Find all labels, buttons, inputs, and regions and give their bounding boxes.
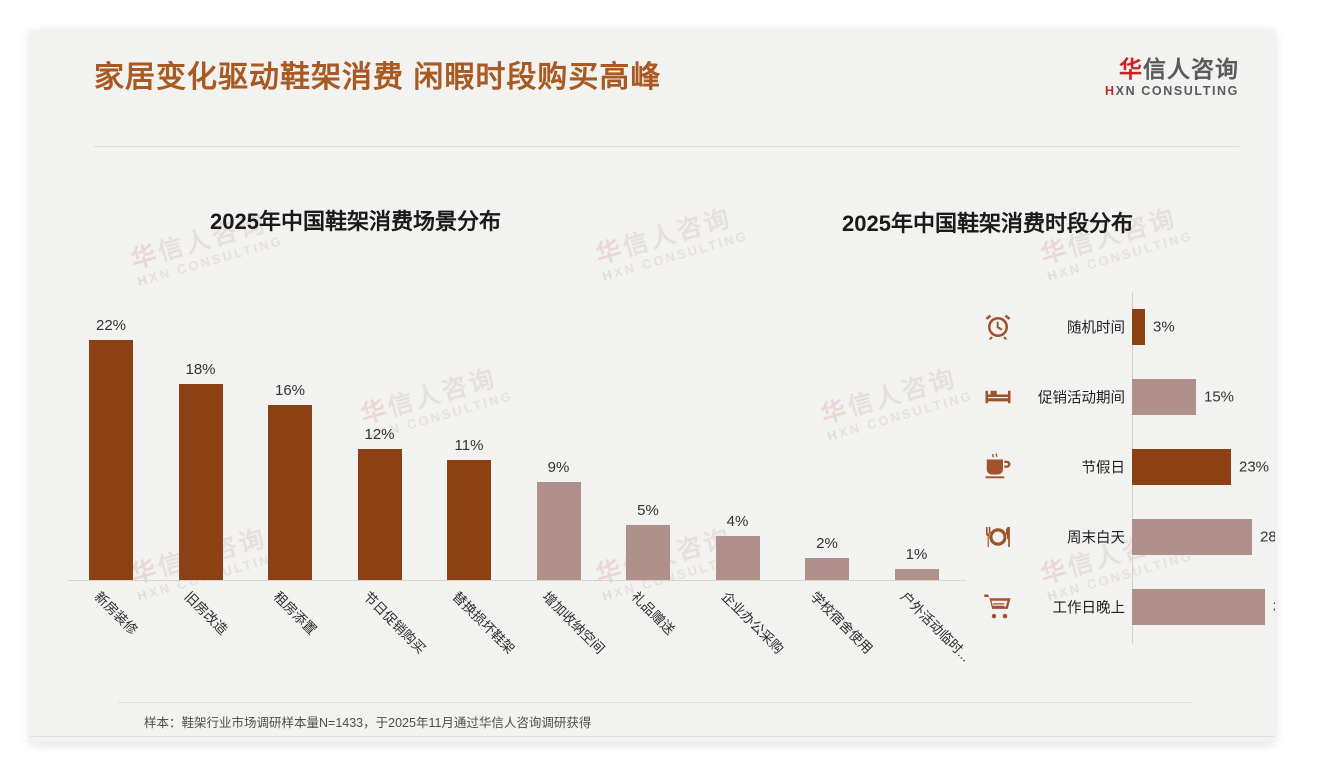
column-category-label: 户外活动临时... bbox=[897, 588, 973, 665]
horizontal-bar[interactable] bbox=[1132, 449, 1231, 485]
bar-category-label: 周末白天 bbox=[1067, 530, 1125, 547]
column-slot: 4% 企业办公采购 bbox=[695, 280, 786, 657]
bar-category-label: 促销活动期间 bbox=[1038, 390, 1125, 407]
horizontal-bar[interactable] bbox=[1132, 519, 1252, 555]
scene-distribution-chart: 22% 新房装修 18% 旧房改造 16% 租房添置 12% 节日促销购买 11% 替换损坏鞋架 9… bbox=[60, 280, 973, 670]
column-value-label: 5% bbox=[637, 502, 659, 519]
horizontal-bar[interactable] bbox=[1132, 589, 1265, 625]
column-bar[interactable] bbox=[178, 384, 223, 580]
alarm-clock-icon bbox=[981, 310, 1015, 344]
column-category-label: 旧房改造 bbox=[181, 588, 230, 638]
watermark-en: XN CONSULTING bbox=[146, 232, 285, 286]
coffee-cup-icon bbox=[981, 450, 1015, 484]
column-value-label: 4% bbox=[726, 513, 749, 530]
column-value-label: 18% bbox=[185, 361, 216, 378]
footer-divider bbox=[30, 736, 1275, 737]
header-divider bbox=[94, 146, 1239, 147]
column-category-label: 租房添置 bbox=[270, 588, 320, 638]
column-bar[interactable] bbox=[894, 569, 939, 580]
column-slot: 16% 租房添置 bbox=[247, 280, 333, 638]
column-slot: 2% 学校宿舍使用 bbox=[784, 280, 875, 657]
bar-value-label: 28% bbox=[1260, 528, 1275, 546]
column-value-label: 11% bbox=[454, 437, 484, 454]
logo-en-rest: XN CONSULTING bbox=[1115, 84, 1239, 99]
right-chart-title: 2025年中国鞋架消费时段分布 bbox=[842, 211, 1133, 236]
logo-en-accent: H bbox=[1105, 84, 1116, 99]
shopping-cart-icon bbox=[981, 590, 1015, 624]
column-bar[interactable] bbox=[536, 482, 581, 580]
column-value-label: 9% bbox=[547, 459, 570, 476]
bed-icon bbox=[981, 380, 1015, 414]
brand-logo: 华信人咨询 HXN CONSULTING bbox=[1105, 56, 1239, 98]
column-value-label: 12% bbox=[364, 426, 395, 443]
column-value-label: 16% bbox=[274, 382, 306, 399]
bar-value-label: 23% bbox=[1239, 458, 1270, 476]
column-value-label: 22% bbox=[95, 317, 127, 334]
left-chart-title: 2025年中国鞋架消费场景分布 bbox=[210, 209, 501, 234]
column-slot: 18% 旧房改造 bbox=[158, 280, 244, 638]
bar-value-label: 3% bbox=[1153, 318, 1175, 336]
bar-category-label: 节假日 bbox=[1081, 460, 1126, 477]
bar-row: 促销活动期间 15% bbox=[965, 362, 1265, 432]
bar-category-label: 工作日晚上 bbox=[1052, 600, 1126, 617]
bar-row: 随机时间 3% bbox=[965, 292, 1265, 362]
column-bar[interactable] bbox=[805, 558, 849, 580]
page-title: 家居变化驱动鞋架消费 闲暇时段购买高峰 bbox=[94, 61, 662, 94]
slide-card: 华信人咨询 HXN CONSULTING 华信人咨询 HXN CONSULTIN… bbox=[30, 30, 1275, 742]
column-category-label: 增加收纳空间 bbox=[539, 588, 607, 657]
column-category-label: 礼品赠送 bbox=[628, 588, 678, 638]
column-category-label: 替换损坏鞋架 bbox=[449, 588, 518, 657]
chart-baseline bbox=[68, 580, 966, 581]
bar-category-label: 随机时间 bbox=[1067, 320, 1125, 337]
column-bar[interactable] bbox=[268, 405, 312, 580]
column-value-label: 1% bbox=[905, 546, 928, 563]
horizontal-bar[interactable] bbox=[1132, 379, 1196, 415]
bar-value-label: 15% bbox=[1204, 388, 1235, 406]
footer: ©2026.1 HXR华信人咨询 www.hxrcon.com bbox=[30, 737, 1275, 742]
time-distribution-chart: 随机时间 3% 促销活动期间 15% 节假日 23% 周末白天 28% 工作日晚上 31% bbox=[965, 288, 1275, 658]
footnote-divider bbox=[118, 702, 1193, 703]
plate-cutlery-icon bbox=[981, 520, 1015, 554]
column-bar[interactable] bbox=[357, 449, 402, 580]
column-bar[interactable] bbox=[89, 340, 133, 580]
watermark-cn-accent: 华 bbox=[127, 239, 163, 275]
watermark: 华信人咨询 HXN CONSULTING bbox=[592, 203, 750, 284]
column-bar[interactable] bbox=[447, 460, 491, 580]
sample-note: 样本：鞋架行业市场调研样本量N=1433，于2025年11月通过华信人咨询调研获… bbox=[144, 716, 592, 730]
column-category-label: 新房装修 bbox=[91, 588, 141, 638]
column-category-label: 节日促销购买 bbox=[360, 588, 428, 657]
column-slot: 11% 替换损坏鞋架 bbox=[426, 280, 517, 657]
bar-row: 节假日 23% bbox=[965, 432, 1269, 502]
column-slot: 5% 礼品赠送 bbox=[605, 280, 691, 638]
column-slot: 1% 户外活动临时... bbox=[874, 280, 973, 665]
column-value-label: 2% bbox=[816, 535, 838, 552]
column-bar[interactable] bbox=[626, 525, 670, 580]
header: 家居变化驱动鞋架消费 闲暇时段购买高峰 华信人咨询 HXN CONSULTING bbox=[30, 30, 1275, 118]
column-slot: 9% 增加收纳空间 bbox=[516, 280, 607, 657]
column-category-label: 学校宿舍使用 bbox=[807, 588, 876, 657]
bar-row: 周末白天 28% bbox=[965, 502, 1275, 572]
logo-cn-accent: 华 bbox=[1119, 56, 1143, 82]
bar-value-label: 31% bbox=[1273, 599, 1275, 616]
column-category-label: 企业办公采购 bbox=[718, 588, 786, 657]
column-slot: 22% 新房装修 bbox=[68, 280, 154, 638]
column-bar[interactable] bbox=[715, 536, 760, 580]
horizontal-bar[interactable] bbox=[1132, 309, 1145, 345]
bar-row: 工作日晚上 31% bbox=[965, 572, 1275, 642]
logo-cn-rest: 信人咨询 bbox=[1143, 56, 1239, 82]
column-slot: 12% 节日促销购买 bbox=[337, 280, 428, 657]
